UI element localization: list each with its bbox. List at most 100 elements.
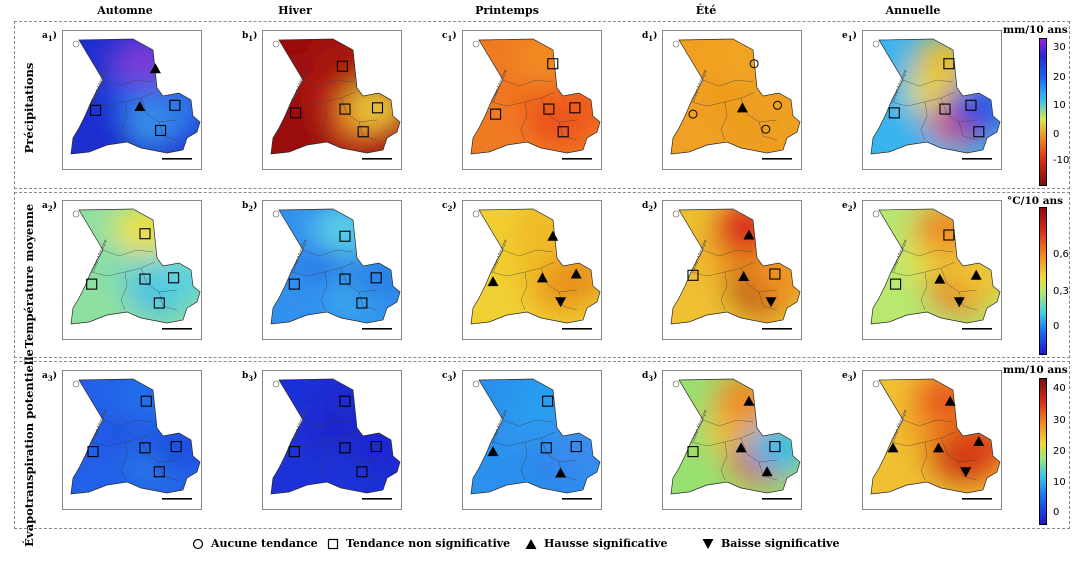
panel-label: d1) — [642, 31, 658, 43]
colorbar-tick: 10 — [1053, 477, 1066, 488]
square-marker-icon — [169, 99, 181, 111]
triangle-up-icon — [525, 538, 537, 549]
square-marker-icon — [288, 278, 300, 290]
square-marker-icon — [170, 441, 182, 453]
triangle-up-icon — [743, 229, 755, 240]
square-marker-icon — [965, 99, 977, 111]
triangle-up-icon — [887, 442, 899, 453]
square-marker-icon — [939, 103, 951, 115]
legend: Aucune tendance Tendance non significati… — [0, 533, 1081, 557]
panel-label: b1) — [242, 31, 258, 43]
scale-bar — [162, 328, 192, 330]
season-header-annual: Annuelle — [885, 4, 941, 17]
map-svg: Océan Atlantique — [462, 30, 602, 170]
map-svg: Océan Atlantique — [262, 200, 402, 340]
map-svg: Océan Atlantique — [262, 30, 402, 170]
panel-label: e3) — [842, 371, 857, 383]
map-panel-c2: Océan Atlantique — [462, 200, 602, 340]
legend-label: Tendance non significative — [346, 537, 511, 550]
square-marker-icon — [943, 58, 955, 70]
scale-bar — [362, 158, 392, 160]
north-arrow-icon — [872, 40, 880, 48]
north-arrow-icon — [272, 210, 280, 218]
map-svg: Océan Atlantique — [862, 200, 1002, 340]
square-marker-icon — [890, 278, 902, 290]
triangle-up-icon — [933, 442, 944, 453]
triangle-up-icon — [735, 442, 747, 453]
square-marker-icon — [542, 395, 554, 407]
panel-label: c3) — [442, 371, 457, 383]
panel-label: d3) — [642, 371, 658, 383]
map-panel-d3: Océan Atlantique — [662, 370, 802, 510]
square-marker-icon — [339, 442, 351, 454]
scale-bar — [562, 498, 592, 500]
scale-bar — [962, 328, 992, 330]
scale-bar — [362, 328, 392, 330]
square-marker-icon — [90, 104, 102, 116]
group-temperature — [14, 192, 1070, 358]
map-panel-a2: Océan Atlantique — [62, 200, 202, 340]
north-arrow-icon — [672, 40, 680, 48]
triangle-up-icon — [570, 268, 582, 279]
colorbar-tick: 40 — [1053, 383, 1066, 394]
colorbar-tick: 0 — [1053, 129, 1060, 140]
map-svg: Océan Atlantique — [262, 370, 402, 510]
north-arrow-icon — [872, 210, 880, 218]
group-precipitation — [14, 21, 1070, 189]
scale-bar — [962, 158, 992, 160]
triangle-up-icon — [944, 395, 956, 406]
panel-label: e2) — [842, 201, 857, 213]
map-panel-e2: Océan Atlantique — [862, 200, 1002, 340]
panel-label: e1) — [842, 31, 857, 43]
colorbar-temperature — [1039, 207, 1047, 355]
unit-etp: mm/10 ans — [1003, 364, 1068, 376]
north-arrow-icon — [72, 380, 80, 388]
season-header-autumn: Automne — [97, 4, 153, 17]
square-marker-icon — [327, 538, 339, 549]
square-marker-icon — [547, 58, 559, 70]
season-header-summer: Été — [695, 4, 717, 17]
colorbar-tick: 20 — [1053, 72, 1066, 83]
legend-label: Baisse significative — [721, 537, 840, 550]
colorbar-tick: 0,3 — [1053, 286, 1069, 297]
triangle-down-icon — [960, 467, 972, 478]
circle-marker-icon — [688, 109, 698, 119]
north-arrow-icon — [472, 210, 480, 218]
triangle-up-icon — [149, 63, 161, 74]
square-marker-icon — [139, 442, 151, 454]
map-panel-b3: Océan Atlantique — [262, 370, 402, 510]
colorbar-tick: 20 — [1053, 446, 1066, 457]
square-marker-icon — [370, 441, 382, 453]
map-svg: Océan Atlantique — [862, 370, 1002, 510]
triangle-down-icon — [702, 538, 714, 549]
colorbar-tick: 0 — [1053, 321, 1060, 332]
map-panel-d1: Océan Atlantique — [662, 30, 802, 170]
triangle-up-icon — [761, 466, 773, 477]
square-marker-icon — [570, 441, 582, 453]
scale-bar — [762, 158, 792, 160]
triangle-up-icon — [536, 272, 548, 283]
square-marker-icon — [87, 446, 99, 458]
map-svg: Océan Atlantique — [462, 200, 602, 340]
map-panel-b1: Océan Atlantique — [262, 30, 402, 170]
colorbar-tick: 0,6 — [1053, 249, 1069, 260]
scale-bar — [162, 158, 192, 160]
triangle-up-icon — [970, 269, 982, 280]
panel-label: c1) — [442, 31, 457, 43]
scale-bar — [362, 498, 392, 500]
triangle-down-icon — [765, 297, 777, 308]
scale-bar — [162, 498, 192, 500]
legend-item-significant-decrease: Baisse significative — [702, 537, 840, 550]
north-arrow-icon — [72, 210, 80, 218]
map-svg: Océan Atlantique — [62, 370, 202, 510]
unit-temperature: °C/10 ans — [1007, 195, 1064, 207]
legend-label: Hausse significative — [544, 537, 668, 550]
scale-bar — [762, 328, 792, 330]
map-panel-a3: Océan Atlantique — [62, 370, 202, 510]
square-marker-icon — [370, 272, 382, 284]
unit-precipitation: mm/10 ans — [1003, 24, 1068, 36]
square-marker-icon — [769, 268, 781, 280]
square-marker-icon — [687, 269, 699, 281]
triangle-up-icon — [743, 395, 755, 406]
triangle-up-icon — [736, 102, 748, 113]
